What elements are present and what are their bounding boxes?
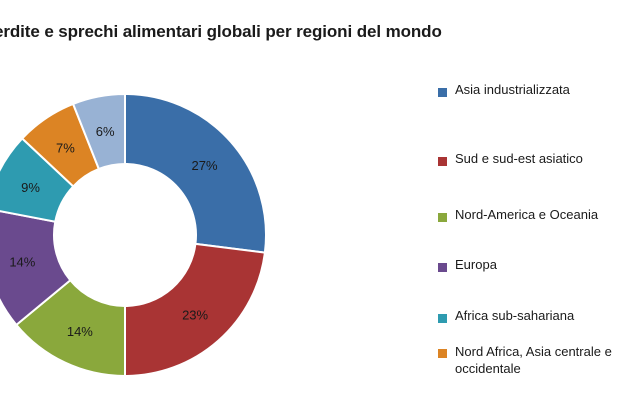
legend-swatch [438,314,447,323]
legend-label-line: Nord Africa, Asia centrale e [455,344,612,359]
slice-data-label: 27% [191,158,217,173]
legend-label: Europa [455,256,497,273]
legend-swatch [438,263,447,272]
donut-slice [0,210,72,327]
legend-label-line: occidentale [455,361,521,376]
legend-label: Asia industrializzata [455,81,570,98]
legend-label: Nord Africa, Asia centrale e occidentale [455,343,612,377]
chart-title: erdite e sprechi alimentari globali per … [0,22,442,41]
legend-swatch [438,157,447,166]
donut-slice [71,92,126,171]
legend-swatch [438,349,447,358]
slice-data-label: 7% [56,140,75,155]
legend-label: Africa sub-sahariana [455,307,574,324]
donut-slice [124,242,267,378]
legend-label-line: Sud e sud-est asiatico [455,151,583,166]
legend-swatch [438,213,447,222]
slice-data-label: 6% [96,124,115,139]
legend-label: Sud e sud-est asiatico [455,150,583,167]
legend-label: Nord-America e Oceania [455,206,598,223]
donut-slice [124,92,267,254]
legend-label-line: Asia industrializzata [455,82,570,97]
legend-label-line: Nord-America e Oceania [455,207,599,222]
slice-data-label: 14% [67,324,93,339]
legend-label-line: Europa [455,257,497,272]
slice-data-label: 14% [9,254,35,269]
legend-swatch [438,88,447,97]
slice-data-label: 23% [182,308,208,323]
legend-label-line: Africa sub-sahariana [455,308,575,323]
slice-data-label: 9% [21,180,40,195]
